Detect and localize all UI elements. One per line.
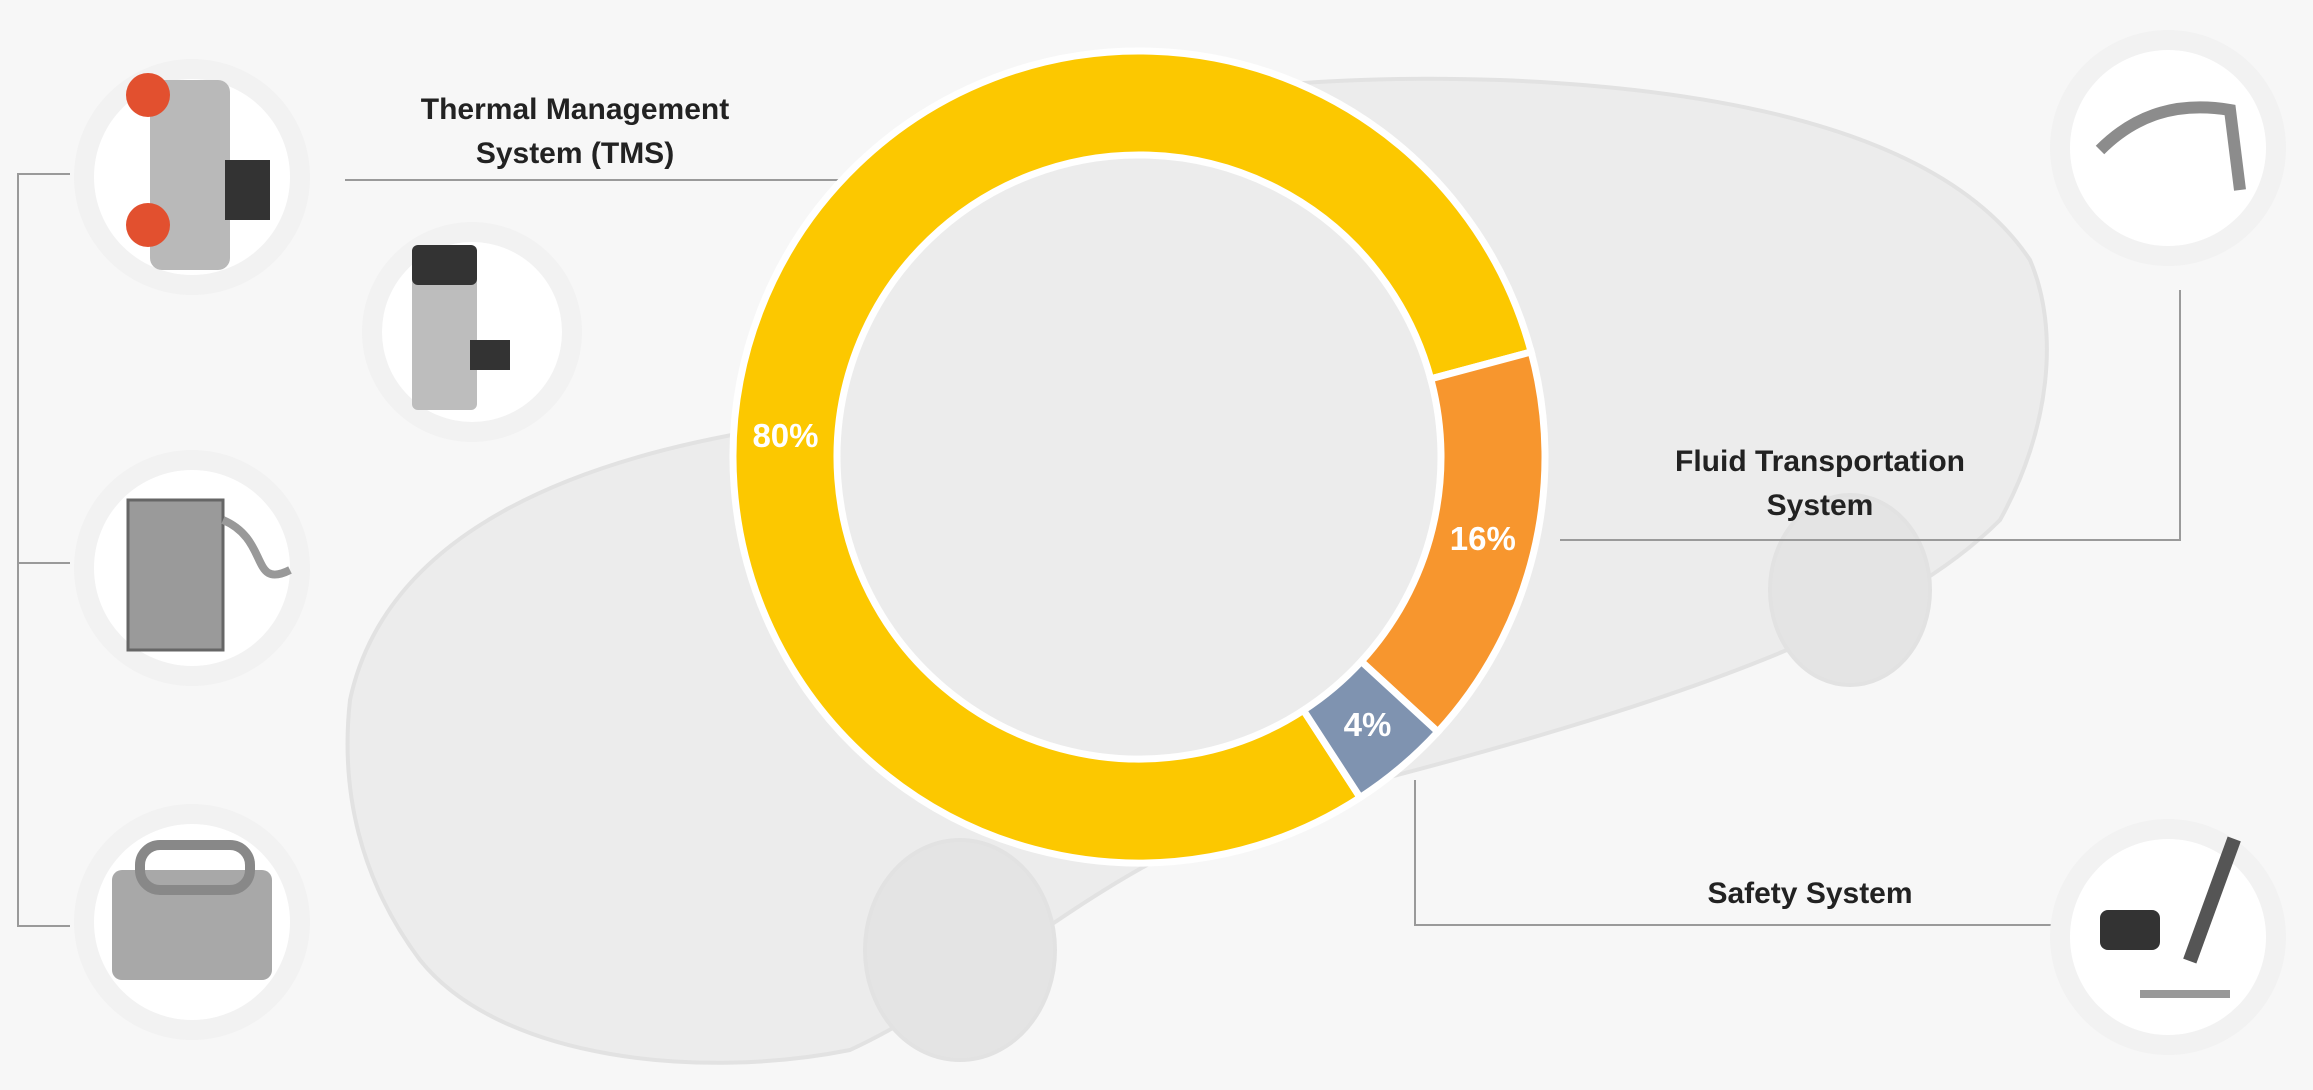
- category-label: Safety System: [1620, 872, 2000, 916]
- value-label: 80%: [752, 417, 818, 454]
- category-label: Thermal Management System (TMS): [380, 88, 770, 175]
- category-label: Fluid Transportation System: [1620, 440, 2020, 527]
- value-label: 16%: [1450, 520, 1516, 557]
- value-label: 4%: [1344, 706, 1392, 743]
- chart: 80% 16% 4%: [0, 0, 2313, 1090]
- infographic: 80% 16% 4% Thermal Management System (TMS)…: [0, 0, 2313, 1090]
